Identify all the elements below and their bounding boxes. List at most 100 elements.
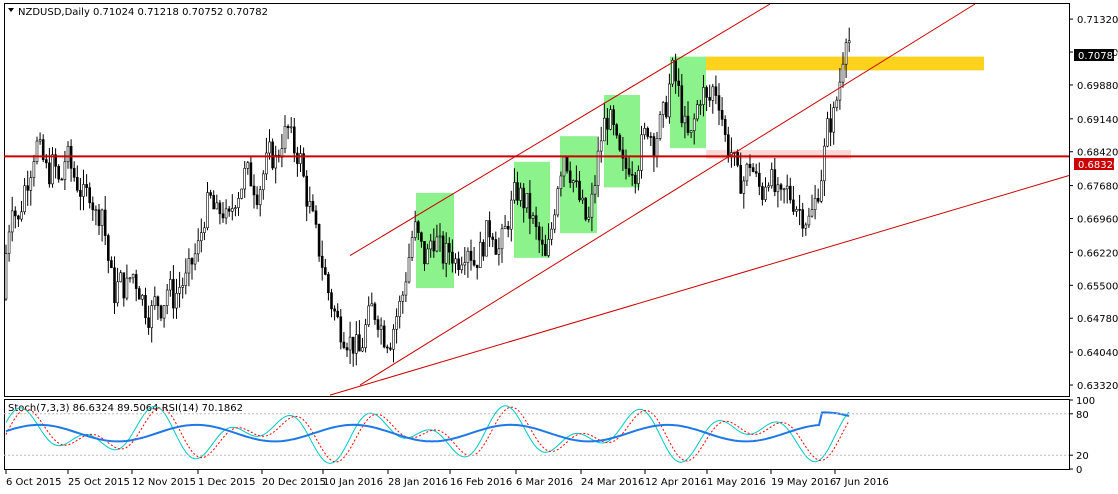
candle: [466, 247, 470, 278]
candle: [215, 194, 219, 210]
indicator-label: Stoch(7,3,3) 86.6324 89.5064 RSI(14) 70.…: [8, 403, 243, 414]
candle-body: [705, 87, 708, 98]
candle-body: [209, 192, 212, 196]
candle: [785, 174, 789, 204]
candle: [373, 301, 377, 325]
green-zone: [604, 95, 640, 188]
candle: [447, 237, 451, 265]
candle-body: [643, 128, 646, 136]
trendlines[interactable]: [4, 3, 1070, 396]
osc-tick-label: 80: [1076, 410, 1089, 421]
candle: [82, 169, 85, 211]
candle: [832, 101, 836, 145]
candle: [776, 177, 780, 208]
candle: [354, 321, 358, 366]
candle: [79, 178, 82, 211]
candle-body: [661, 102, 665, 115]
candle-body: [841, 63, 845, 83]
pink-zone: [706, 149, 851, 160]
candle-body: [26, 185, 30, 191]
candle-body: [184, 272, 188, 286]
candle-body: [444, 243, 448, 264]
candle: [779, 182, 783, 201]
candle: [91, 196, 95, 221]
candle-body: [398, 301, 402, 317]
candle: [110, 256, 113, 269]
candle: [361, 337, 364, 353]
candle-body: [57, 165, 61, 180]
candle-body: [181, 285, 184, 288]
candle: [513, 168, 516, 204]
candle-body: [376, 319, 380, 330]
candle-body: [838, 81, 842, 101]
candle: [200, 218, 203, 253]
candle: [457, 251, 460, 276]
candle-body: [311, 201, 315, 212]
candle-body: [816, 198, 820, 202]
candle-body: [342, 341, 346, 348]
candle-body: [708, 97, 712, 101]
candle-body: [66, 145, 70, 163]
candle: [258, 185, 262, 217]
candle-body: [485, 220, 488, 257]
price-tick-label: 0.71320: [1077, 15, 1118, 26]
candle: [144, 287, 147, 325]
candle-body: [571, 180, 575, 183]
candle: [553, 209, 557, 234]
candle-body: [537, 226, 541, 241]
candle: [829, 103, 832, 147]
candle-body: [32, 161, 36, 179]
time-tick-label: 12 Apr 2016: [645, 477, 707, 488]
price-tick-label: 0.64040: [1077, 348, 1118, 359]
stoch-signal-line: [5, 406, 850, 463]
price-tick-label: 0.63320: [1077, 381, 1118, 392]
candle: [206, 182, 209, 231]
candle-body: [457, 258, 460, 270]
candle-body: [265, 152, 268, 175]
candle: [664, 95, 668, 119]
candle-body: [72, 168, 76, 178]
candle: [299, 145, 302, 173]
candle-body: [354, 334, 358, 354]
candle: [327, 271, 330, 301]
candle: [637, 165, 640, 191]
candle-body: [792, 199, 795, 212]
candle-body: [782, 188, 786, 191]
time-tick-label: 6 Mar 2016: [516, 477, 573, 488]
candle: [652, 132, 656, 172]
candle-body: [702, 87, 705, 105]
candle-body: [234, 207, 237, 209]
candle-body: [258, 189, 262, 205]
candle: [835, 96, 839, 112]
candle-body: [528, 193, 532, 219]
candle-body: [460, 264, 464, 270]
candle-body: [469, 250, 473, 261]
candle: [844, 38, 848, 79]
candle: [531, 212, 535, 224]
candle: [169, 270, 172, 297]
candle-body: [658, 114, 662, 139]
candle: [482, 239, 485, 261]
candle: [190, 257, 194, 280]
candle-body: [218, 202, 222, 215]
candle-body: [122, 272, 126, 299]
candle: [516, 171, 519, 206]
candle: [283, 115, 287, 154]
candle: [478, 231, 482, 268]
candle-body: [159, 305, 163, 319]
candle-body: [44, 159, 48, 164]
candle-body: [736, 151, 739, 166]
candle-body: [113, 267, 116, 304]
candle: [804, 222, 808, 236]
candle-body: [351, 336, 355, 354]
candle: [813, 185, 817, 220]
candle-body: [677, 80, 681, 86]
dropdown-triangle-icon[interactable]: [8, 8, 14, 12]
candle-body: [720, 109, 724, 120]
candle-body: [255, 194, 259, 205]
candle: [76, 165, 79, 193]
candle: [711, 83, 715, 114]
candle: [255, 186, 259, 210]
candle-body: [553, 214, 557, 230]
candle-body: [41, 139, 45, 160]
